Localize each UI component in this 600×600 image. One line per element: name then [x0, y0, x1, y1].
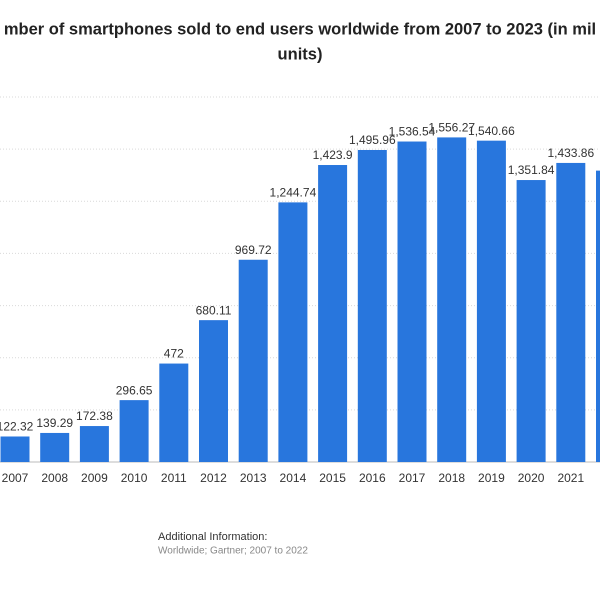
info-heading: Additional Information:: [158, 531, 267, 543]
value-label: 1,556.27: [428, 121, 475, 135]
value-label: 1,351.84: [508, 163, 555, 177]
value-label: 139.29: [36, 416, 73, 430]
bar: [278, 202, 308, 462]
chart-title: units): [278, 45, 323, 63]
x-tick-label: 2013: [240, 471, 267, 485]
x-tick-label: 2008: [41, 471, 68, 485]
x-tick-label: 2020: [518, 471, 545, 485]
x-tick-label: 2017: [399, 471, 426, 485]
value-label: 680.11: [196, 303, 232, 317]
value-label: 1,423.9: [313, 148, 353, 162]
chart-title: mber of smartphones sold to end users wo…: [4, 20, 596, 38]
value-label: 296.65: [116, 383, 153, 397]
x-tick-label: 2019: [478, 471, 505, 485]
value-label: 172.38: [76, 409, 113, 423]
bar: [516, 180, 546, 462]
bar: [556, 162, 586, 462]
bar: [596, 170, 600, 462]
bar: [40, 432, 70, 462]
value-label: 1,540.66: [468, 124, 515, 138]
x-tick-label: 2014: [280, 471, 307, 485]
info-text: Worldwide; Gartner; 2007 to 2022: [158, 546, 308, 557]
x-tick-label: 2011: [161, 471, 187, 485]
x-tick-label: 2016: [359, 471, 386, 485]
bar: [238, 259, 268, 462]
value-label: 969.72: [235, 243, 272, 257]
bar: [199, 320, 228, 462]
bar: [159, 363, 189, 462]
x-tick-label: 2015: [319, 471, 346, 485]
bar: [397, 141, 427, 462]
value-label: 1,536.54: [389, 125, 436, 139]
x-tick-label: 2007: [2, 471, 29, 485]
value-label: 1,244.74: [270, 186, 317, 200]
value-label: 1,495.96: [349, 133, 396, 147]
value-label: 1,433.86: [547, 146, 594, 160]
bar: [476, 140, 506, 462]
bar: [79, 426, 109, 462]
value-label: 122.32: [0, 420, 34, 434]
value-label: 472: [164, 347, 184, 361]
x-tick-label: 2010: [121, 471, 148, 485]
x-tick-label: 2012: [200, 471, 227, 485]
x-tick-label: 2009: [81, 471, 108, 485]
bar: [0, 436, 30, 462]
x-tick-label: 2021: [557, 471, 584, 485]
bar: [437, 137, 467, 462]
bar: [318, 165, 348, 462]
x-tick-label: 2018: [438, 471, 465, 485]
bar: [119, 400, 149, 462]
bar: [357, 149, 387, 463]
